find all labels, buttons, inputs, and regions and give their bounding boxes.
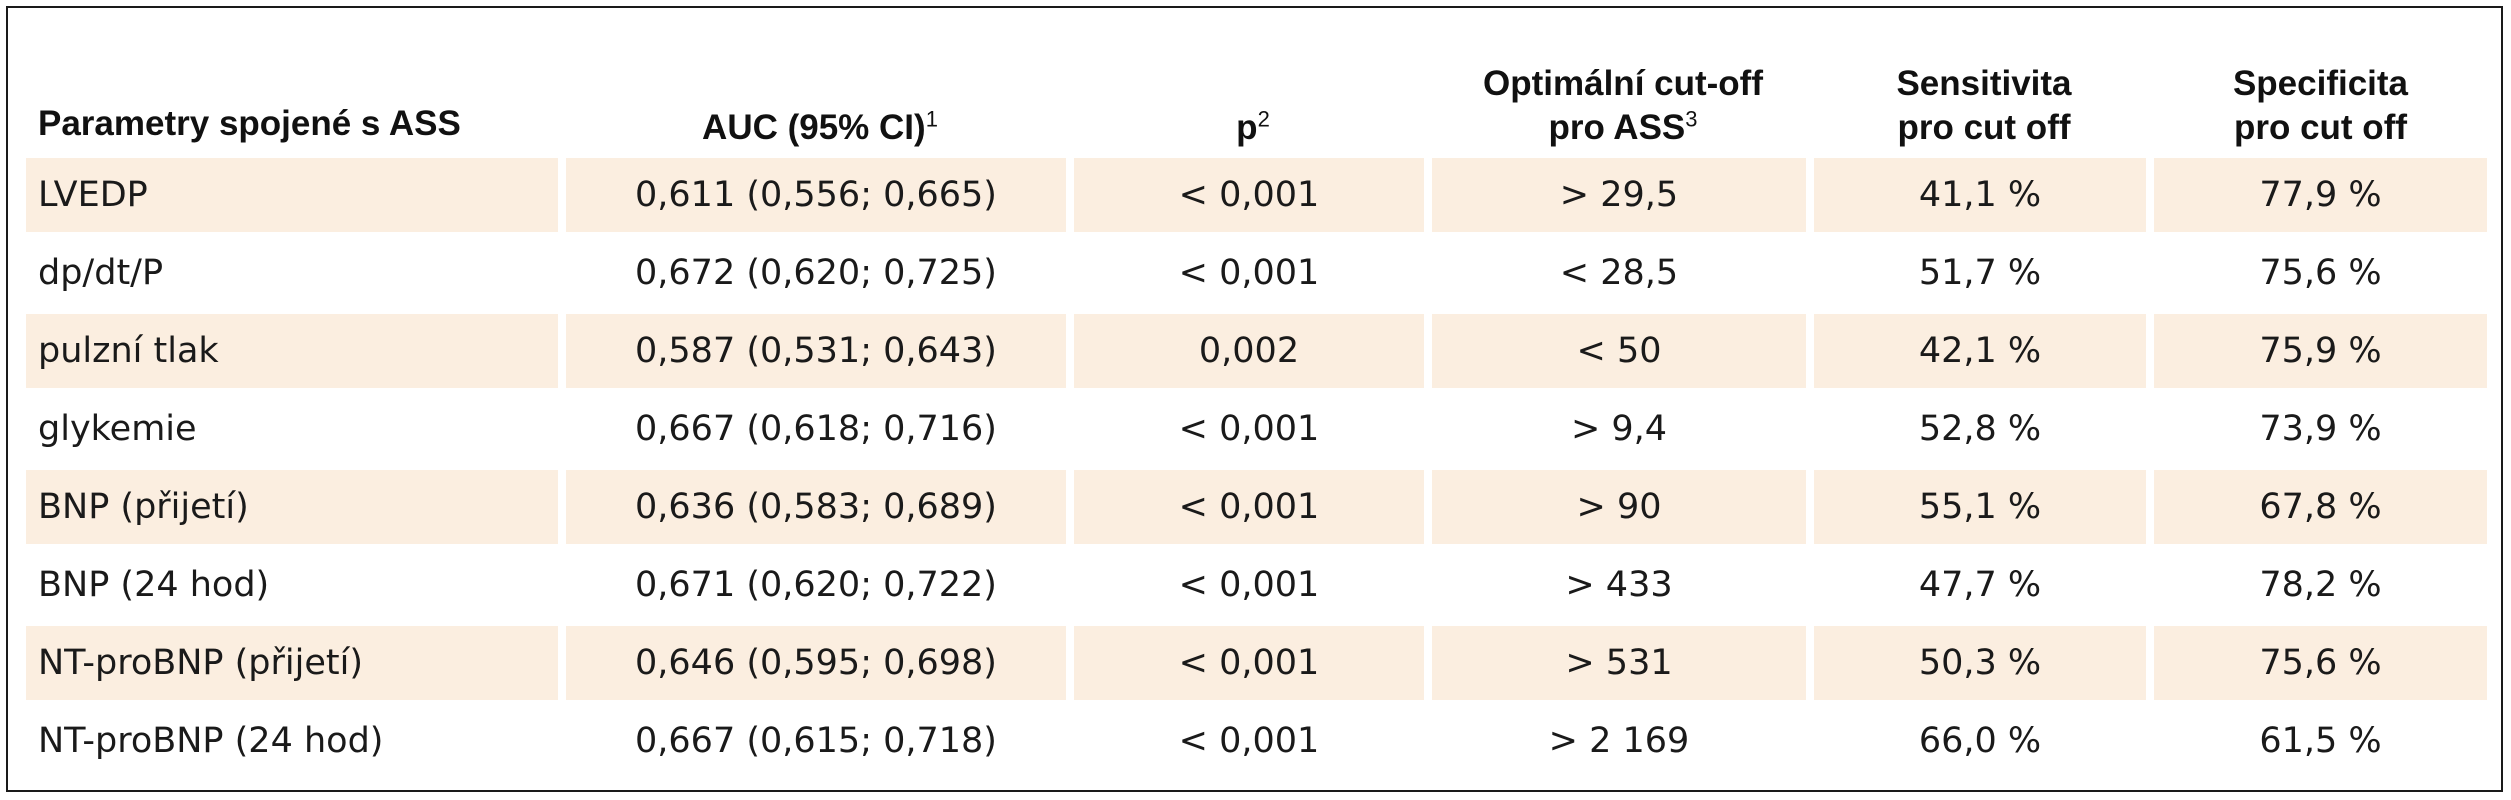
header-p: p2 (1236, 106, 1270, 147)
row-parameter: NT-proBNP (přijetí) (26, 626, 566, 704)
row-specificity: 75,6 % (2154, 236, 2487, 314)
row-specificity: 61,5 % (2154, 704, 2487, 782)
table-row: glykemie 0,667 (0,618; 0,716) < 0,001 > … (26, 392, 2487, 470)
row-specificity: 67,8 % (2154, 470, 2487, 548)
row-auc: 0,667 (0,615; 0,718) (566, 704, 1074, 782)
row-cutoff: > 9,4 (1432, 392, 1814, 470)
table-row: NT-proBNP (24 hod) 0,667 (0,615; 0,718) … (26, 704, 2487, 782)
table-row: LVEDP 0,611 (0,556; 0,665) < 0,001 > 29,… (26, 158, 2487, 236)
row-sensitivity: 42,1 % (1814, 314, 2154, 392)
table-row: NT-proBNP (přijetí) 0,646 (0,595; 0,698)… (26, 626, 2487, 704)
header-sensitivity: Sensitivita pro cut off (1896, 64, 2072, 147)
row-cutoff: > 433 (1432, 548, 1814, 626)
row-p: < 0,001 (1074, 548, 1432, 626)
row-cutoff: > 2 169 (1432, 704, 1814, 782)
header-row: Parametry spojené s ASS AUC (95% CI)1 p2… (26, 34, 2487, 158)
row-p: < 0,001 (1074, 158, 1432, 236)
row-specificity: 77,9 % (2154, 158, 2487, 236)
table-row: pulzní tlak 0,587 (0,531; 0,643) 0,002 <… (26, 314, 2487, 392)
row-cutoff: > 29,5 (1432, 158, 1814, 236)
row-p: < 0,001 (1074, 470, 1432, 548)
results-table: Parametry spojené s ASS AUC (95% CI)1 p2… (26, 34, 2487, 782)
header-parameters: Parametry spojené s ASS (38, 104, 461, 143)
row-cutoff: < 50 (1432, 314, 1814, 392)
row-cutoff: < 28,5 (1432, 236, 1814, 314)
row-p: < 0,001 (1074, 626, 1432, 704)
header-cutoff: Optimální cut-off pro ASS3 (1483, 64, 1763, 147)
header-specificity: Specificita pro cut off (2232, 64, 2409, 147)
row-sensitivity: 47,7 % (1814, 548, 2154, 626)
row-sensitivity: 55,1 % (1814, 470, 2154, 548)
table-row: BNP (24 hod) 0,671 (0,620; 0,722) < 0,00… (26, 548, 2487, 626)
header-auc: AUC (95% CI)1 (702, 106, 938, 147)
table-row: BNP (přijetí) 0,636 (0,583; 0,689) < 0,0… (26, 470, 2487, 548)
row-specificity: 78,2 % (2154, 548, 2487, 626)
row-sensitivity: 50,3 % (1814, 626, 2154, 704)
row-parameter: BNP (24 hod) (26, 548, 566, 626)
row-parameter: glykemie (26, 392, 566, 470)
row-auc: 0,587 (0,531; 0,643) (566, 314, 1074, 392)
row-p: < 0,001 (1074, 236, 1432, 314)
row-auc: 0,667 (0,618; 0,716) (566, 392, 1074, 470)
row-auc: 0,636 (0,583; 0,689) (566, 470, 1074, 548)
row-p: < 0,001 (1074, 704, 1432, 782)
row-parameter: dp/dt/P (26, 236, 566, 314)
row-auc: 0,672 (0,620; 0,725) (566, 236, 1074, 314)
row-auc: 0,646 (0,595; 0,698) (566, 626, 1074, 704)
row-p: 0,002 (1074, 314, 1432, 392)
row-sensitivity: 66,0 % (1814, 704, 2154, 782)
row-p: < 0,001 (1074, 392, 1432, 470)
row-cutoff: > 90 (1432, 470, 1814, 548)
row-auc: 0,611 (0,556; 0,665) (566, 158, 1074, 236)
row-sensitivity: 52,8 % (1814, 392, 2154, 470)
row-parameter: pulzní tlak (26, 314, 566, 392)
table-frame: Parametry spojené s ASS AUC (95% CI)1 p2… (6, 6, 2503, 792)
row-sensitivity: 51,7 % (1814, 236, 2154, 314)
row-specificity: 75,6 % (2154, 626, 2487, 704)
table-row: dp/dt/P 0,672 (0,620; 0,725) < 0,001 < 2… (26, 236, 2487, 314)
row-specificity: 73,9 % (2154, 392, 2487, 470)
row-cutoff: > 531 (1432, 626, 1814, 704)
row-parameter: NT-proBNP (24 hod) (26, 704, 566, 782)
row-auc: 0,671 (0,620; 0,722) (566, 548, 1074, 626)
row-parameter: LVEDP (26, 158, 566, 236)
row-specificity: 75,9 % (2154, 314, 2487, 392)
row-sensitivity: 41,1 % (1814, 158, 2154, 236)
row-parameter: BNP (přijetí) (26, 470, 566, 548)
